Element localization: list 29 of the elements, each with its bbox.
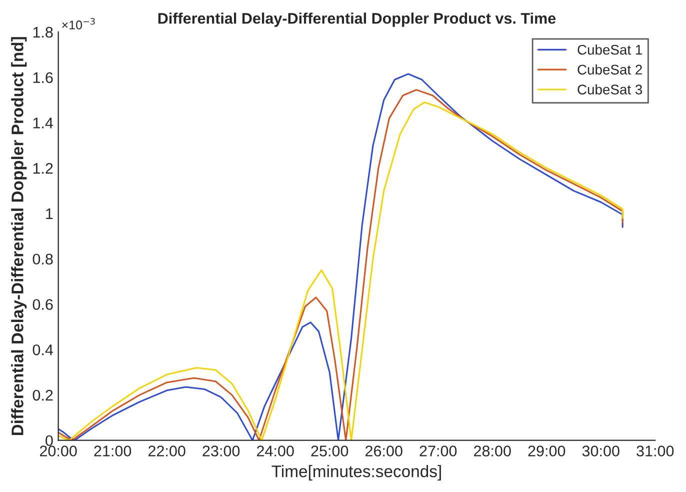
x-tick-label: 26:00: [366, 446, 402, 456]
x-tick-label: 25:00: [311, 446, 348, 456]
y-tick-label: 1.6: [33, 72, 53, 84]
y-tick-label: 0.6: [32, 299, 53, 310]
y-tick-label: 1.4: [33, 118, 54, 128]
legend-label: CubeSat 2: [578, 64, 642, 75]
x-tick-label: 21:00: [94, 446, 132, 456]
x-tick-label: 30:00: [582, 446, 620, 456]
y-tick-label: 0.2: [32, 390, 53, 401]
x-tick-label: 20:00: [40, 446, 77, 456]
x-tick-label: 23:00: [202, 446, 240, 456]
x-tick-label: 27:00: [420, 446, 457, 456]
legend-label: CubeSat 1: [578, 44, 642, 55]
y-tick-label: 0: [46, 435, 53, 446]
x-axis-title: Time[minutes:seconds]: [272, 465, 441, 481]
chart-title: Differential Delay-Differential Doppler Product vs. Time: [158, 12, 556, 27]
y-axis-title: Differential Delay-Differential Doppler Product [nd]: [11, 37, 27, 436]
legend-label: CubeSat 3: [578, 84, 642, 94]
x-tick-label: 28:00: [474, 446, 511, 456]
y-tick-label: 1.8: [33, 26, 53, 38]
y-tick-label: 0.4: [32, 344, 54, 356]
x-tick-label: 24:00: [256, 446, 294, 456]
x-tick-label: 29:00: [528, 446, 566, 456]
y-tick-label: 0.8: [32, 254, 53, 265]
x-tick-label: 22:00: [148, 446, 186, 456]
y-tick-label: 1.2: [33, 162, 53, 174]
text: ×10$^{−3}$: [62, 18, 95, 30]
y-tick-label: 1: [46, 208, 53, 220]
x-tick-label: 31:00: [636, 446, 674, 456]
